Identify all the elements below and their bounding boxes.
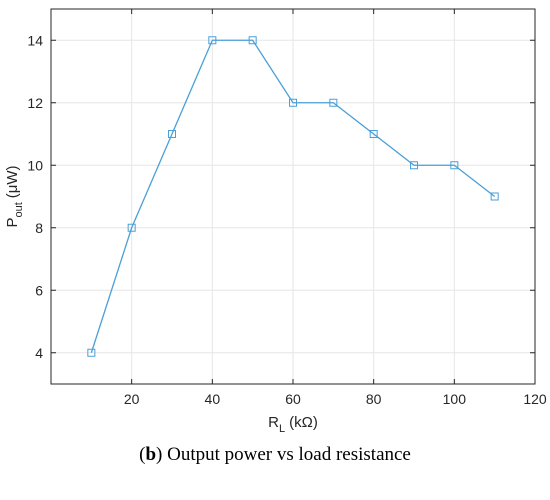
data-point <box>450 161 459 170</box>
line-chart: 20 40 60 80 100 120 4 6 8 10 12 14 RL (kΩ) Pout (μW) <box>4 8 547 435</box>
y-axis-label-unit: (μW) <box>4 165 21 198</box>
data-series <box>87 36 499 357</box>
figure-caption: (b) Output power vs load resistance <box>139 444 411 465</box>
data-point <box>490 192 499 201</box>
data-point <box>369 130 378 138</box>
x-axis-label-unit: (kΩ) <box>289 414 318 431</box>
data-point <box>410 161 418 170</box>
data-point <box>289 98 297 107</box>
series-line <box>90 39 496 353</box>
y-tick-label: 4 <box>35 345 43 361</box>
x-tick-label: 40 <box>205 391 221 407</box>
y-axis-label-main: P <box>4 218 21 228</box>
x-tick-label: 120 <box>523 391 547 407</box>
data-point <box>208 36 217 45</box>
data-point <box>127 223 136 232</box>
y-tick-label: 8 <box>35 220 43 236</box>
y-tick-label: 14 <box>27 32 43 48</box>
x-axis-label-sub: L <box>279 423 285 435</box>
x-tick-label: 20 <box>124 391 140 407</box>
data-point <box>168 130 176 138</box>
y-axis-label-sub: out <box>13 202 25 217</box>
y-tick-label: 10 <box>27 157 43 173</box>
data-point <box>87 348 96 357</box>
y-tick-label: 6 <box>35 282 43 298</box>
caption-label: b <box>145 444 157 465</box>
y-axis-ticks: 4 6 8 10 12 14 <box>27 32 535 361</box>
caption-text: Output power vs load resistance <box>167 444 411 465</box>
y-tick-label: 12 <box>27 95 43 111</box>
x-tick-label: 60 <box>285 391 301 407</box>
x-tick-label: 100 <box>443 391 467 407</box>
y-axis-label: Pout (μW) <box>4 165 25 227</box>
x-axis-label: RL (kΩ) <box>268 414 318 435</box>
x-tick-label: 80 <box>366 391 382 407</box>
data-point <box>248 36 257 45</box>
x-axis-ticks: 20 40 60 80 100 120 <box>124 9 547 407</box>
x-axis-label-main: R <box>268 414 279 431</box>
data-point <box>329 98 338 107</box>
